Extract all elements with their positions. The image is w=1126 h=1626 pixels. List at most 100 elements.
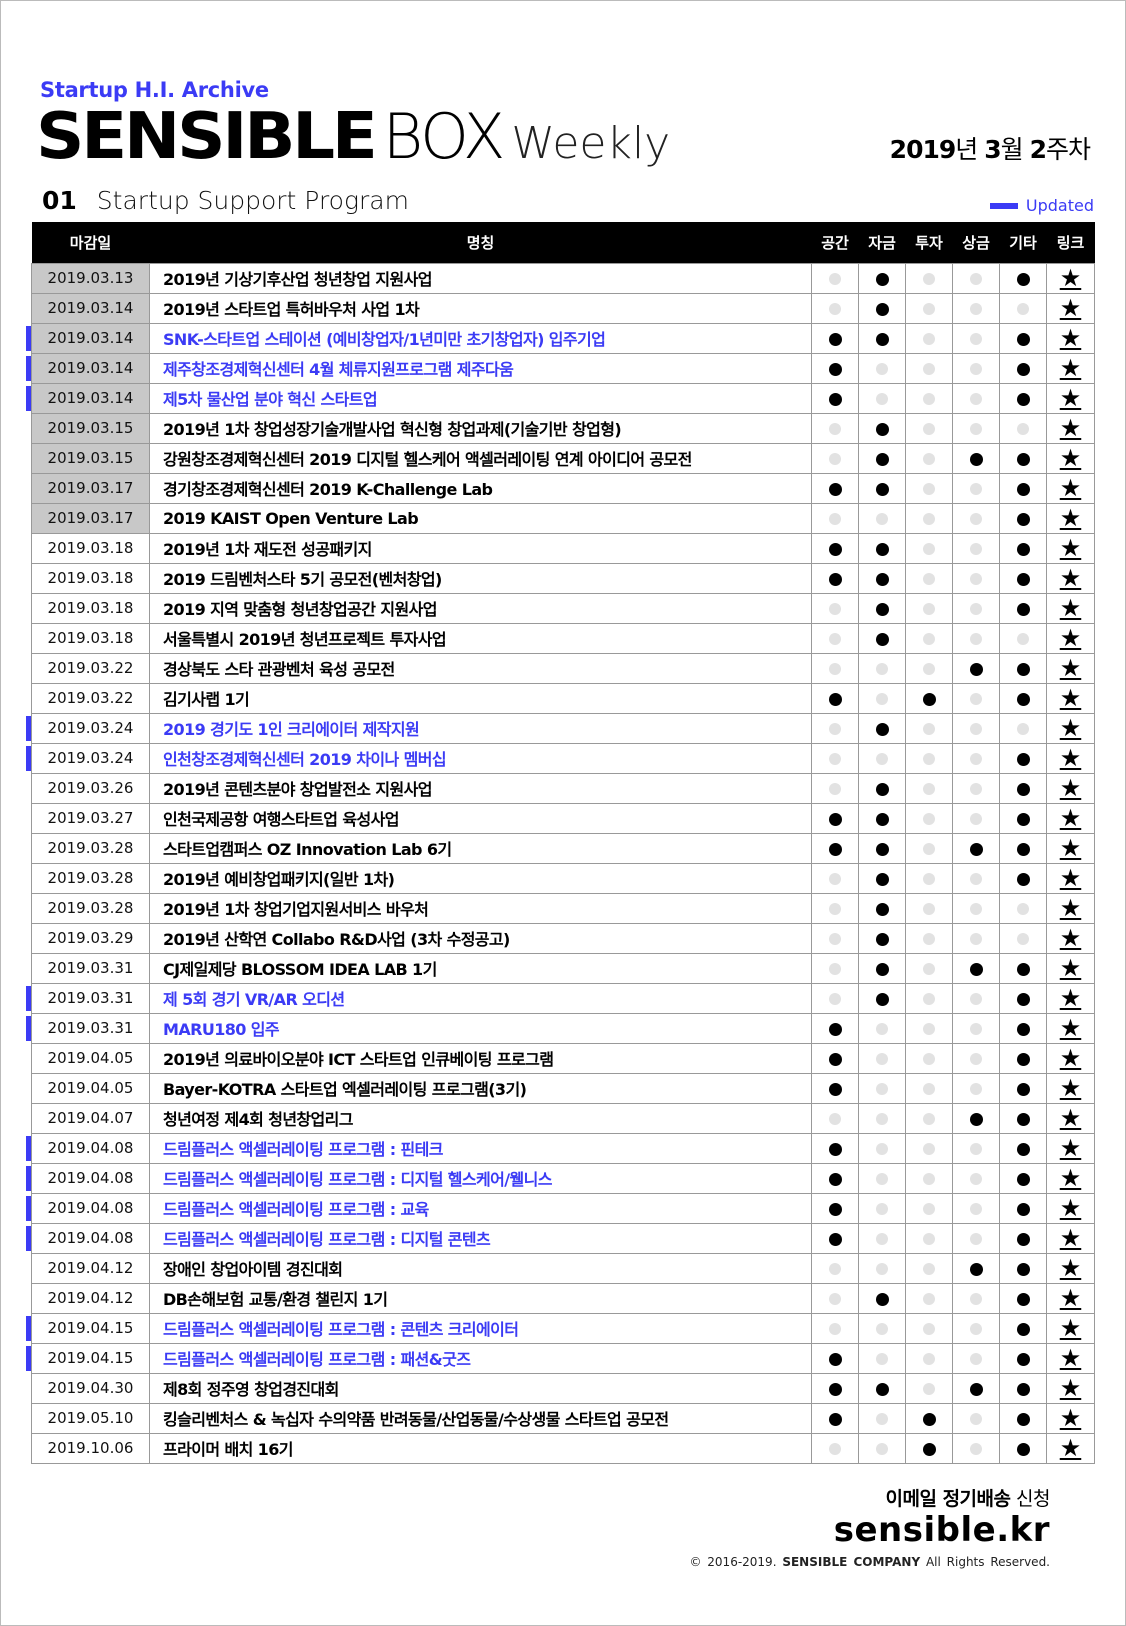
star-link-icon[interactable]: ★	[1059, 1014, 1082, 1042]
space-on-dot-icon	[828, 842, 842, 856]
star-link-icon[interactable]: ★	[1059, 804, 1082, 832]
star-link-icon[interactable]: ★	[1059, 1074, 1082, 1102]
star-link-icon[interactable]: ★	[1059, 1434, 1082, 1462]
link-cell[interactable]: ★	[1046, 952, 1095, 984]
star-link-icon[interactable]: ★	[1059, 1044, 1082, 1072]
star-link-icon[interactable]: ★	[1059, 1104, 1082, 1132]
link-cell[interactable]: ★	[1046, 472, 1095, 504]
program-name: 2019 드림벤처스타 5기 공모전(벤처창업)	[149, 562, 812, 594]
prize-on-dot-icon	[969, 662, 983, 676]
star-link-icon[interactable]: ★	[1059, 954, 1082, 982]
star-link-icon[interactable]: ★	[1059, 354, 1082, 382]
link-cell[interactable]: ★	[1046, 802, 1095, 834]
link-cell[interactable]: ★	[1046, 562, 1095, 594]
link-cell[interactable]: ★	[1046, 382, 1095, 414]
link-cell[interactable]: ★	[1046, 1252, 1095, 1284]
link-cell[interactable]: ★	[1046, 1162, 1095, 1194]
link-cell[interactable]: ★	[1046, 1402, 1095, 1434]
star-link-icon[interactable]: ★	[1059, 1314, 1082, 1342]
program-name: 2019 KAIST Open Venture Lab	[149, 502, 812, 534]
investment-off-dot-icon	[923, 1083, 935, 1095]
investment-off-dot-icon	[923, 993, 935, 1005]
star-link-icon[interactable]: ★	[1059, 564, 1082, 592]
star-link-icon[interactable]: ★	[1059, 684, 1082, 712]
link-cell[interactable]: ★	[1046, 262, 1095, 294]
subscribe-text[interactable]: 이메일 정기배송 신청	[886, 1484, 1051, 1511]
link-cell[interactable]: ★	[1046, 352, 1095, 384]
star-link-icon[interactable]: ★	[1059, 774, 1082, 802]
link-cell[interactable]: ★	[1046, 1012, 1095, 1044]
other-cell	[999, 562, 1047, 594]
star-link-icon[interactable]: ★	[1059, 1374, 1082, 1402]
link-cell[interactable]: ★	[1046, 922, 1095, 954]
link-cell[interactable]: ★	[1046, 1222, 1095, 1254]
link-cell[interactable]: ★	[1046, 742, 1095, 774]
link-cell[interactable]: ★	[1046, 622, 1095, 654]
star-link-icon[interactable]: ★	[1059, 744, 1082, 772]
star-link-icon[interactable]: ★	[1059, 1164, 1082, 1192]
star-link-icon[interactable]: ★	[1059, 1134, 1082, 1162]
funding-cell	[858, 1402, 906, 1434]
link-cell[interactable]: ★	[1046, 1102, 1095, 1134]
link-cell[interactable]: ★	[1046, 1282, 1095, 1314]
link-cell[interactable]: ★	[1046, 1042, 1095, 1074]
link-cell[interactable]: ★	[1046, 1192, 1095, 1224]
link-cell[interactable]: ★	[1046, 322, 1095, 354]
link-cell[interactable]: ★	[1046, 772, 1095, 804]
star-link-icon[interactable]: ★	[1059, 924, 1082, 952]
star-link-icon[interactable]: ★	[1059, 654, 1082, 682]
star-link-icon[interactable]: ★	[1059, 1194, 1082, 1222]
star-link-icon[interactable]: ★	[1059, 894, 1082, 922]
link-cell[interactable]: ★	[1046, 592, 1095, 624]
investment-off-dot-icon	[923, 1173, 935, 1185]
star-link-icon[interactable]: ★	[1059, 534, 1082, 562]
star-link-icon[interactable]: ★	[1059, 294, 1082, 322]
star-link-icon[interactable]: ★	[1059, 714, 1082, 742]
link-cell[interactable]: ★	[1046, 1432, 1095, 1464]
star-link-icon[interactable]: ★	[1059, 324, 1082, 352]
space-cell	[811, 922, 859, 954]
link-cell[interactable]: ★	[1046, 292, 1095, 324]
link-cell[interactable]: ★	[1046, 982, 1095, 1014]
star-link-icon[interactable]: ★	[1059, 984, 1082, 1012]
link-cell[interactable]: ★	[1046, 652, 1095, 684]
link-cell[interactable]: ★	[1046, 862, 1095, 894]
star-link-icon[interactable]: ★	[1059, 864, 1082, 892]
star-link-icon[interactable]: ★	[1059, 1284, 1082, 1312]
link-cell[interactable]: ★	[1046, 1132, 1095, 1164]
prize-on-dot-icon	[969, 962, 983, 976]
link-cell[interactable]: ★	[1046, 532, 1095, 564]
star-link-icon[interactable]: ★	[1059, 1224, 1082, 1252]
space-off-dot-icon	[829, 603, 841, 615]
star-link-icon[interactable]: ★	[1059, 834, 1082, 862]
link-cell[interactable]: ★	[1046, 712, 1095, 744]
star-link-icon[interactable]: ★	[1059, 1254, 1082, 1282]
table-row: 2019.04.30 제8회 정주영 창업경진대회 ★	[31, 1372, 1095, 1404]
star-link-icon[interactable]: ★	[1059, 474, 1082, 502]
link-cell[interactable]: ★	[1046, 1372, 1095, 1404]
star-link-icon[interactable]: ★	[1059, 444, 1082, 472]
link-cell[interactable]: ★	[1046, 1072, 1095, 1104]
link-cell[interactable]: ★	[1046, 832, 1095, 864]
star-link-icon[interactable]: ★	[1059, 384, 1082, 412]
site-link[interactable]: sensible.kr	[833, 1510, 1050, 1550]
space-on-dot-icon	[828, 1082, 842, 1096]
other-on-dot-icon	[1016, 1082, 1030, 1096]
space-off-dot-icon	[829, 963, 841, 975]
star-link-icon[interactable]: ★	[1059, 624, 1082, 652]
star-link-icon[interactable]: ★	[1059, 264, 1082, 292]
link-cell[interactable]: ★	[1046, 682, 1095, 714]
star-link-icon[interactable]: ★	[1059, 504, 1082, 532]
star-link-icon[interactable]: ★	[1059, 1344, 1082, 1372]
link-cell[interactable]: ★	[1046, 892, 1095, 924]
funding-cell	[858, 1042, 906, 1074]
link-cell[interactable]: ★	[1046, 1342, 1095, 1374]
link-cell[interactable]: ★	[1046, 412, 1095, 444]
star-link-icon[interactable]: ★	[1059, 414, 1082, 442]
star-link-icon[interactable]: ★	[1059, 1404, 1082, 1432]
link-cell[interactable]: ★	[1046, 1312, 1095, 1344]
link-cell[interactable]: ★	[1046, 442, 1095, 474]
link-cell[interactable]: ★	[1046, 502, 1095, 534]
program-name: SNK-스타트업 스테이션 (예비창업자/1년미만 초기창업자) 입주기업	[149, 322, 812, 354]
star-link-icon[interactable]: ★	[1059, 594, 1082, 622]
